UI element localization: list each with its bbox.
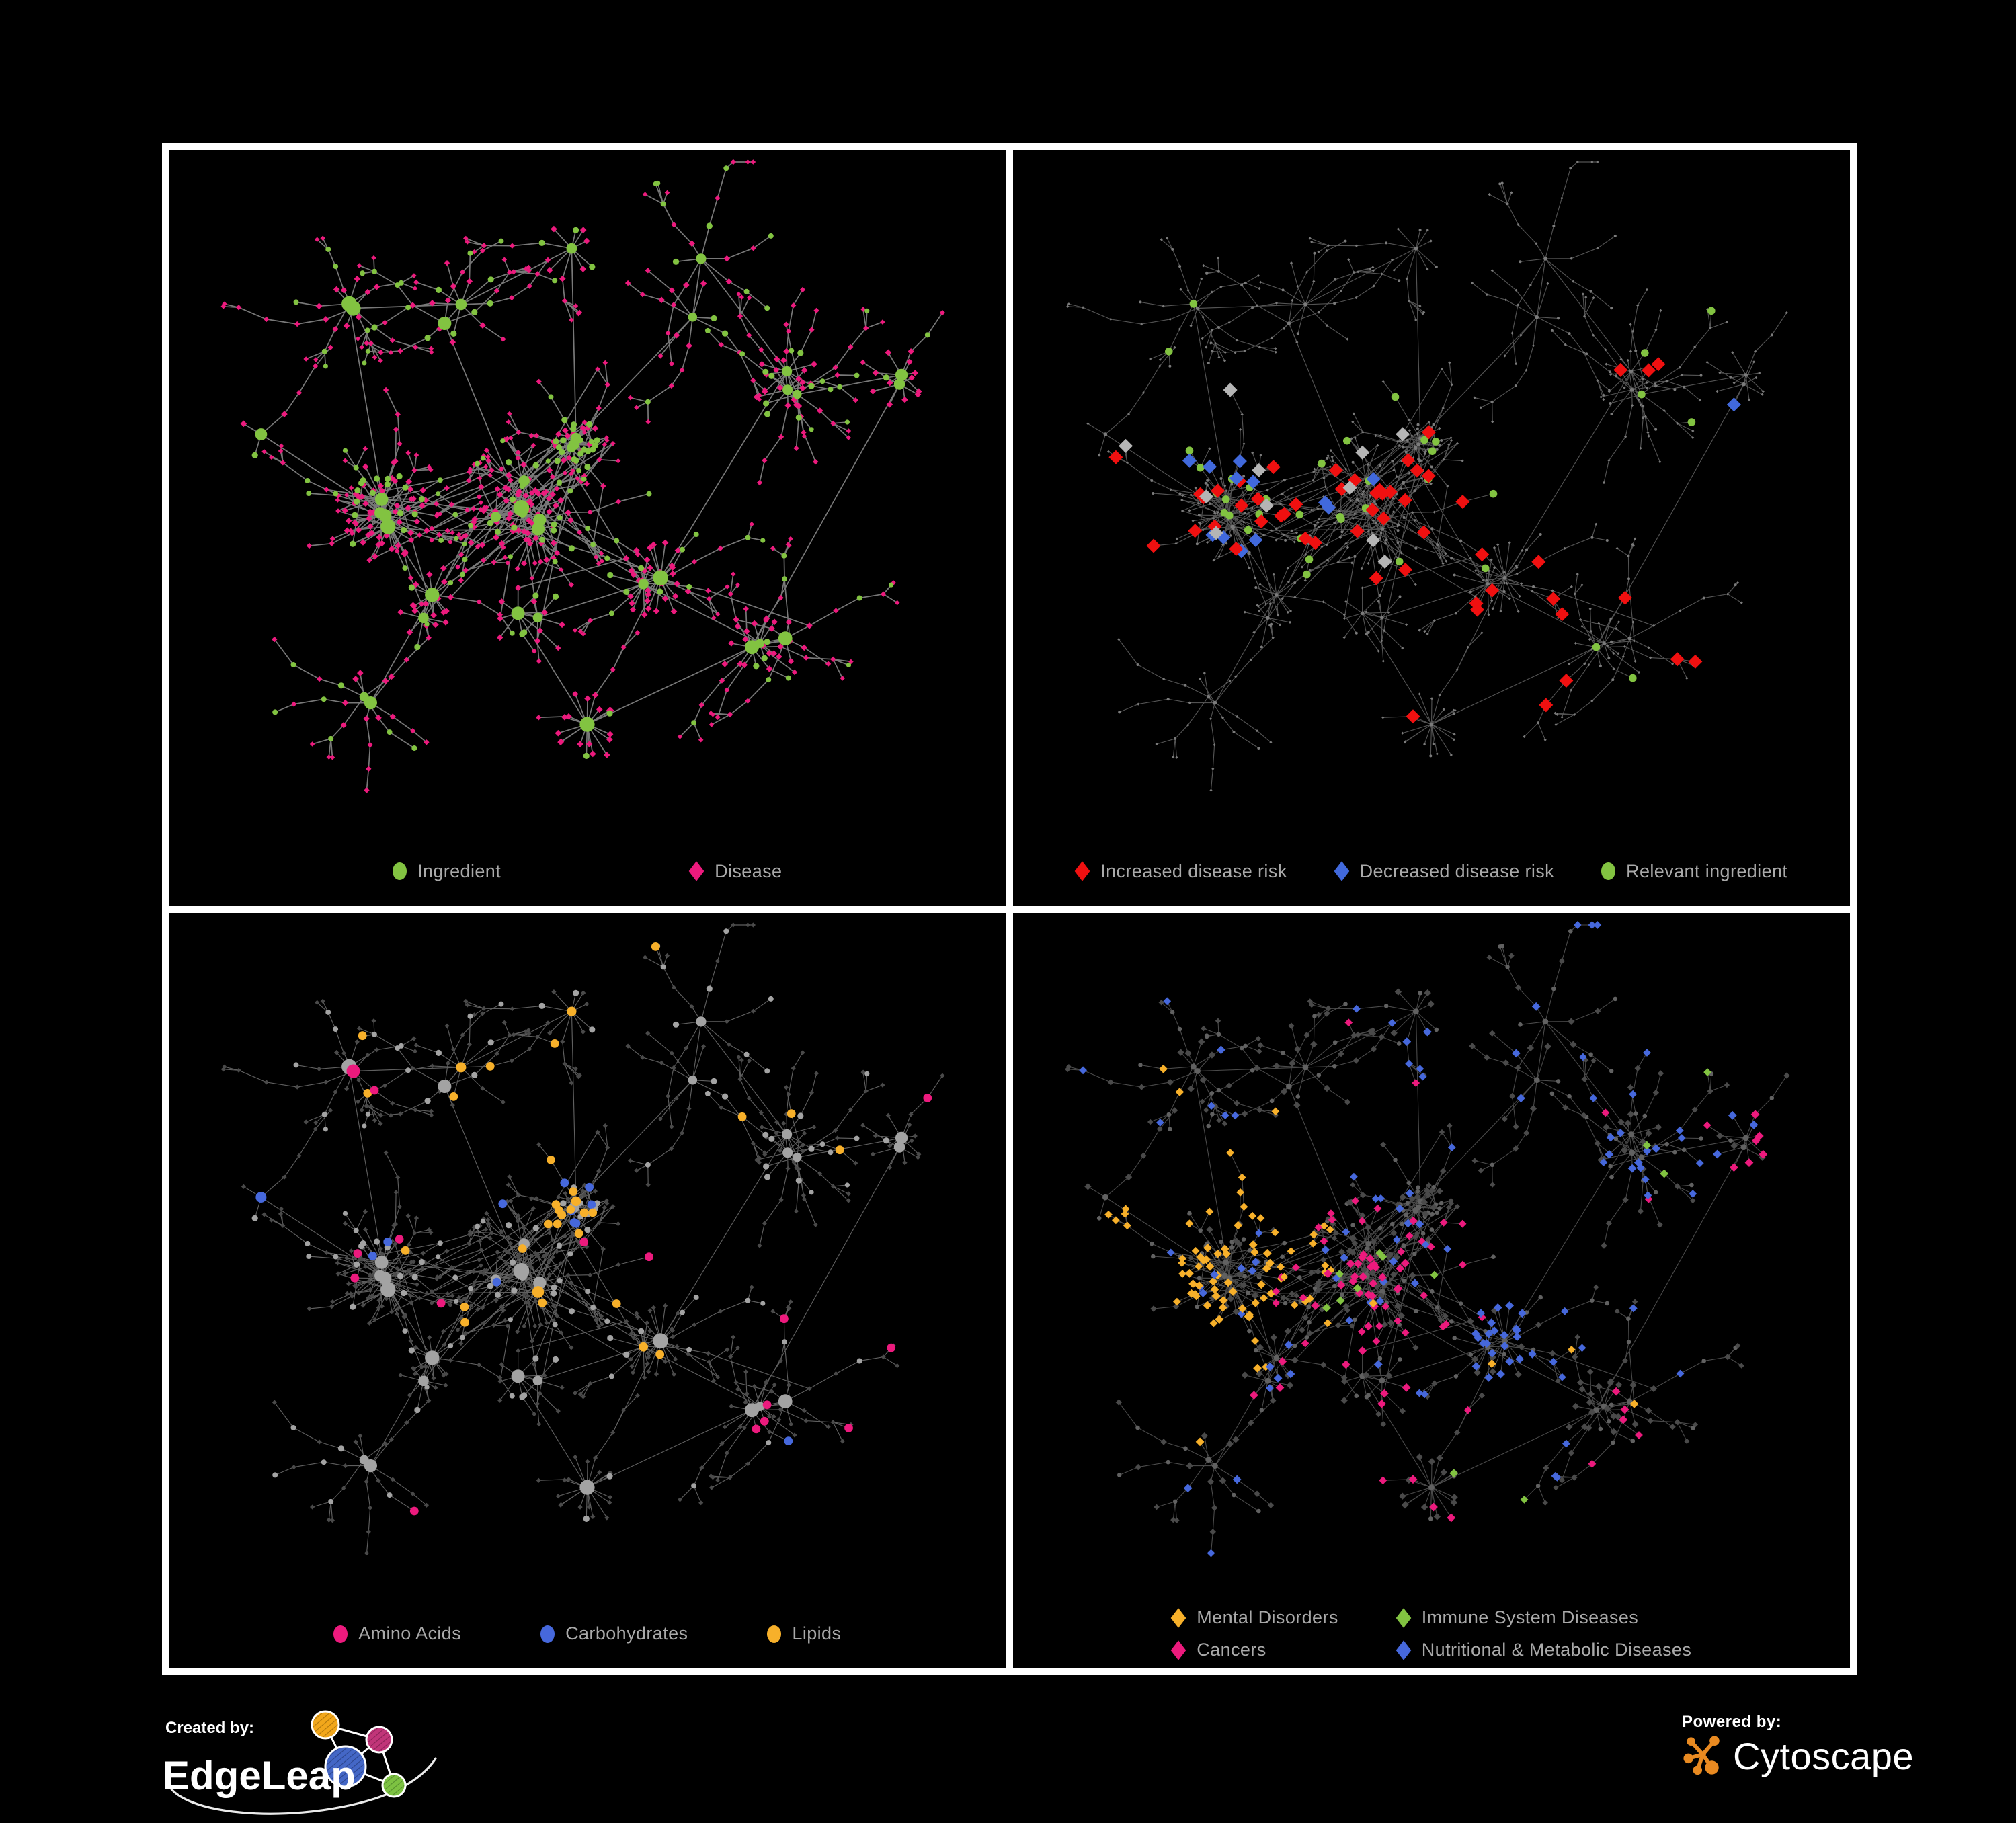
- legend-label: Immune System Diseases: [1421, 1607, 1639, 1627]
- edgeleap-node-green: [381, 1773, 407, 1798]
- legend-label: Disease: [715, 860, 782, 881]
- edgeleap-swoosh: [165, 1757, 437, 1815]
- cytoscape-wordmark: Cytoscape: [1733, 1735, 1914, 1777]
- cytoscape-logo-icon: [1683, 1735, 1720, 1775]
- legend-item-ingredient: Ingredient: [393, 861, 501, 882]
- edgeleap-node-magenta: [365, 1726, 393, 1754]
- legend-label: Nutritional & Metabolic Diseases: [1421, 1639, 1692, 1660]
- legend-ingredient-chemistry: Amino Acids Carbohydrates Lipids: [169, 1623, 1006, 1644]
- diamond-marker: [1396, 1607, 1412, 1628]
- edgeleap-branding: Created by: EdgeLeap: [156, 1705, 458, 1820]
- created-by-label: Created by:: [165, 1719, 254, 1737]
- figure-grid: Ingredient Disease Increased disease risk…: [162, 143, 1857, 1675]
- network-graph-ingredient-chemistry: [220, 922, 945, 1555]
- circle-marker: [333, 1625, 348, 1643]
- legend-item-immune-system-diseases: Immune System Diseases: [1396, 1607, 1691, 1628]
- legend-item-lipids: Lipids: [767, 1623, 841, 1644]
- legend-label: Ingredient: [417, 860, 501, 881]
- legend-label: Amino Acids: [358, 1623, 462, 1644]
- legend-item-increased-disease-risk: Increased disease risk: [1074, 860, 1287, 882]
- network-graph-ingredient-disease: [220, 159, 946, 793]
- legend-ingredient-disease: Ingredient Disease: [169, 861, 1006, 882]
- legend-item-cancers: Cancers: [1170, 1639, 1338, 1660]
- legend-item-nutritional-metabolic-diseases: Nutritional & Metabolic Diseases: [1396, 1639, 1691, 1660]
- panel-disease-categories: Mental Disorders Immune System Diseases Ca…: [1012, 912, 1851, 1668]
- legend-label: Cancers: [1197, 1639, 1266, 1660]
- circle-marker: [540, 1625, 555, 1643]
- diamond-marker: [1396, 1639, 1412, 1660]
- legend-label: Carbohydrates: [565, 1623, 688, 1644]
- legend-label: Decreased disease risk: [1359, 860, 1555, 881]
- circle-marker: [767, 1625, 782, 1643]
- circle-marker: [1601, 862, 1616, 880]
- diamond-marker: [1170, 1607, 1186, 1628]
- legend-label: Increased disease risk: [1100, 860, 1287, 881]
- legend-item-decreased-disease-risk: Decreased disease risk: [1334, 861, 1554, 882]
- panel-disease-risk: Increased disease risk Decreased disease …: [1012, 150, 1851, 906]
- panel-ingredient-chemistry: Amino Acids Carbohydrates Lipids: [169, 912, 1006, 1668]
- legend-item-disease: Disease: [688, 860, 782, 882]
- legend-item-amino-acids: Amino Acids: [333, 1623, 461, 1644]
- diamond-marker: [688, 861, 704, 881]
- powered-by-label: Powered by:: [1682, 1713, 1782, 1731]
- edgeleap-logo: Created by: EdgeLeap: [163, 1710, 437, 1815]
- network-graph-disease-categories: [1064, 920, 1790, 1557]
- legend-item-relevant-ingredient: Relevant ingredient: [1601, 861, 1787, 882]
- panel-ingredient-disease: Ingredient Disease: [169, 150, 1006, 906]
- legend-disease-categories: Mental Disorders Immune System Diseases Ca…: [1013, 1607, 1851, 1660]
- legend-item-mental-disorders: Mental Disorders: [1170, 1607, 1338, 1628]
- legend-label: Relevant ingredient: [1626, 860, 1788, 881]
- diamond-marker: [1074, 861, 1090, 881]
- diamond-marker: [1170, 1639, 1186, 1660]
- edgeleap-network-glyph: [311, 1710, 407, 1798]
- edgeleap-node-orange: [311, 1710, 340, 1740]
- diamond-marker: [1334, 861, 1349, 881]
- circle-marker: [393, 862, 407, 880]
- legend-item-carbohydrates: Carbohydrates: [540, 1623, 688, 1644]
- legend-label: Lipids: [792, 1623, 842, 1644]
- edgeleap-node-blue: [324, 1745, 367, 1788]
- edgeleap-wordmark: EdgeLeap: [163, 1753, 356, 1798]
- legend-label: Mental Disorders: [1197, 1607, 1338, 1627]
- cytoscape-branding: Powered by: Cytoscape: [1682, 1713, 1964, 1800]
- legend-disease-risk: Increased disease risk Decreased disease …: [1013, 861, 1851, 882]
- network-graph-disease-risk: [1065, 160, 1788, 792]
